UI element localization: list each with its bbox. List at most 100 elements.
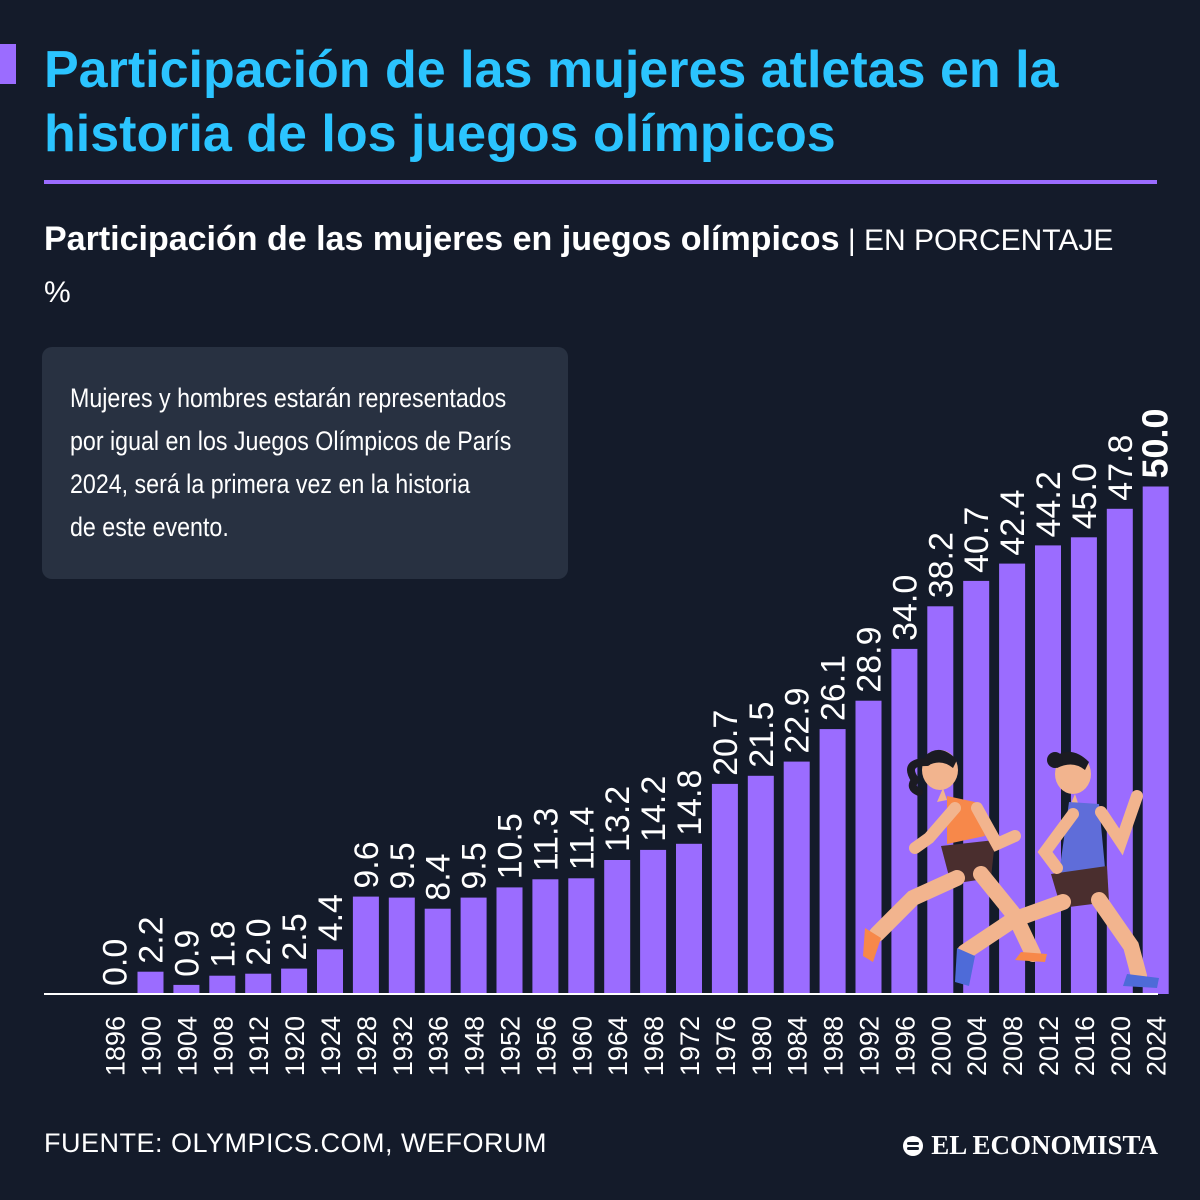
x-tick-label-1952: 1952 (496, 1016, 526, 1076)
data-label-1924: 4.4 (312, 894, 350, 941)
bar-1920 (281, 968, 308, 994)
bar-1980 (747, 775, 774, 994)
bar-1960 (568, 878, 595, 994)
brand-icon (903, 1135, 924, 1156)
x-tick-label-1920: 1920 (280, 1016, 310, 1076)
bar-1908 (209, 975, 236, 994)
bar-1948 (460, 897, 487, 994)
bar-1972 (676, 843, 702, 994)
x-tick-label-1936: 1936 (424, 1016, 454, 1076)
bar-2024 (1142, 486, 1169, 994)
note-box: Mujeres y hombres estarán representados … (42, 347, 568, 579)
brand-name: EL ECONOMISTA (931, 1130, 1158, 1160)
x-tick-label-1928: 1928 (352, 1016, 382, 1076)
title-accent-block (0, 44, 16, 84)
x-tick-label-1968: 1968 (639, 1016, 669, 1076)
data-label-1968: 14.2 (635, 776, 673, 842)
data-label-2008: 42.4 (994, 489, 1032, 555)
x-tick-label-1900: 1900 (137, 1016, 167, 1076)
data-label-1992: 28.9 (851, 627, 889, 693)
data-label-2020: 47.8 (1102, 435, 1140, 501)
x-tick-label-1924: 1924 (316, 1016, 346, 1076)
data-label-1952: 10.5 (492, 813, 530, 879)
runner-illustration-right (955, 751, 1159, 988)
data-label-1904: 0.9 (168, 930, 206, 977)
note-line: Mujeres y hombres estarán representados (70, 383, 507, 413)
data-label-1956: 11.3 (527, 808, 565, 872)
x-tick-label-1996: 1996 (890, 1016, 920, 1076)
chart-title: Participación de las mujeres en juegos o… (44, 220, 840, 258)
chart-subtitle: Participación de las mujeres en juegos o… (44, 214, 1144, 318)
x-tick-label-1960: 1960 (567, 1016, 597, 1076)
data-label-2004: 40.7 (958, 507, 996, 573)
x-tick-label-1972: 1972 (675, 1016, 705, 1076)
note-line: de este evento. (70, 512, 229, 542)
data-label-1908: 1.8 (204, 920, 242, 967)
x-tick-label-2000: 2000 (926, 1016, 956, 1076)
x-tick-label-2004: 2004 (962, 1016, 992, 1076)
data-label-2000: 38.2 (922, 532, 960, 598)
brand-logo: EL ECONOMISTA (903, 1130, 1158, 1161)
x-tick-label-1948: 1948 (460, 1016, 490, 1076)
bar-1912 (245, 973, 272, 994)
data-label-1928: 9.6 (348, 841, 386, 888)
bar-2004 (963, 580, 990, 994)
data-label-1972: 14.8 (671, 770, 709, 836)
x-tick-label-1912: 1912 (244, 1016, 274, 1076)
data-label-1932: 9.5 (384, 842, 422, 889)
bar-1904 (173, 984, 200, 994)
bar-1900 (137, 971, 164, 994)
x-tick-label-1956: 1956 (531, 1016, 561, 1076)
bar-1988 (819, 729, 846, 994)
data-label-1964: 13.2 (599, 786, 637, 852)
data-label-1980: 21.5 (743, 702, 781, 768)
data-label-1976: 20.7 (707, 710, 745, 776)
data-label-2016: 45.0 (1066, 463, 1104, 529)
note-line: por igual en los Juegos Olímpicos de Par… (70, 426, 512, 456)
data-label-2024: 50.0 (1135, 408, 1176, 478)
x-tick-label-1964: 1964 (603, 1016, 633, 1076)
x-tick-label-1904: 1904 (172, 1016, 202, 1076)
data-label-1936: 8.4 (420, 853, 458, 900)
chart-unit: | EN PORCENTAJE % (44, 224, 1114, 309)
x-tick-label-1992: 1992 (855, 1016, 885, 1076)
title-divider (44, 180, 1157, 184)
data-label-1920: 2.5 (276, 913, 314, 960)
bar-1968 (640, 849, 667, 994)
x-tick-label-1988: 1988 (819, 1016, 849, 1076)
data-label-1996: 34.0 (886, 575, 924, 641)
bar-1964 (604, 860, 631, 994)
x-tick-label-2024: 2024 (1142, 1016, 1172, 1076)
data-label-1896: 0.0 (97, 939, 135, 986)
x-tick-label-1984: 1984 (783, 1016, 813, 1076)
bar-1924 (317, 949, 343, 994)
bar-1928 (352, 896, 379, 994)
x-tick-label-2020: 2020 (1106, 1016, 1136, 1076)
bar-1976 (711, 783, 738, 994)
x-tick-label-1908: 1908 (208, 1016, 238, 1076)
data-label-1984: 22.9 (779, 687, 817, 753)
data-label-1900: 2.2 (133, 916, 171, 963)
bar-1932 (388, 897, 415, 994)
bar-1956 (532, 879, 559, 994)
source-note: FUENTE: OLYMPICS.COM, WEFORUM (44, 1128, 548, 1158)
x-tick-label-1980: 1980 (747, 1016, 777, 1076)
data-label-1948: 9.5 (456, 842, 494, 889)
x-tick-label-2016: 2016 (1070, 1016, 1100, 1076)
x-tick-label-1932: 1932 (388, 1016, 418, 1076)
x-tick-label-1896: 1896 (101, 1016, 131, 1076)
data-label-1988: 26.1 (815, 655, 853, 721)
bar-1936 (424, 908, 451, 994)
bar-1952 (496, 887, 523, 994)
x-tick-label-2008: 2008 (998, 1016, 1028, 1076)
data-label-1912: 2.0 (240, 918, 278, 965)
x-tick-label-1976: 1976 (711, 1016, 741, 1076)
data-label-2012: 44.2 (1030, 471, 1068, 537)
data-label-1960: 11.4 (563, 807, 601, 871)
page-title: Participación de las mujeres atletas en … (44, 41, 1059, 163)
x-tick-label-2012: 2012 (1034, 1016, 1064, 1076)
note-line: 2024, será la primera vez en la historia (70, 469, 471, 499)
bar-1996 (891, 648, 918, 994)
bar-1984 (783, 761, 810, 994)
